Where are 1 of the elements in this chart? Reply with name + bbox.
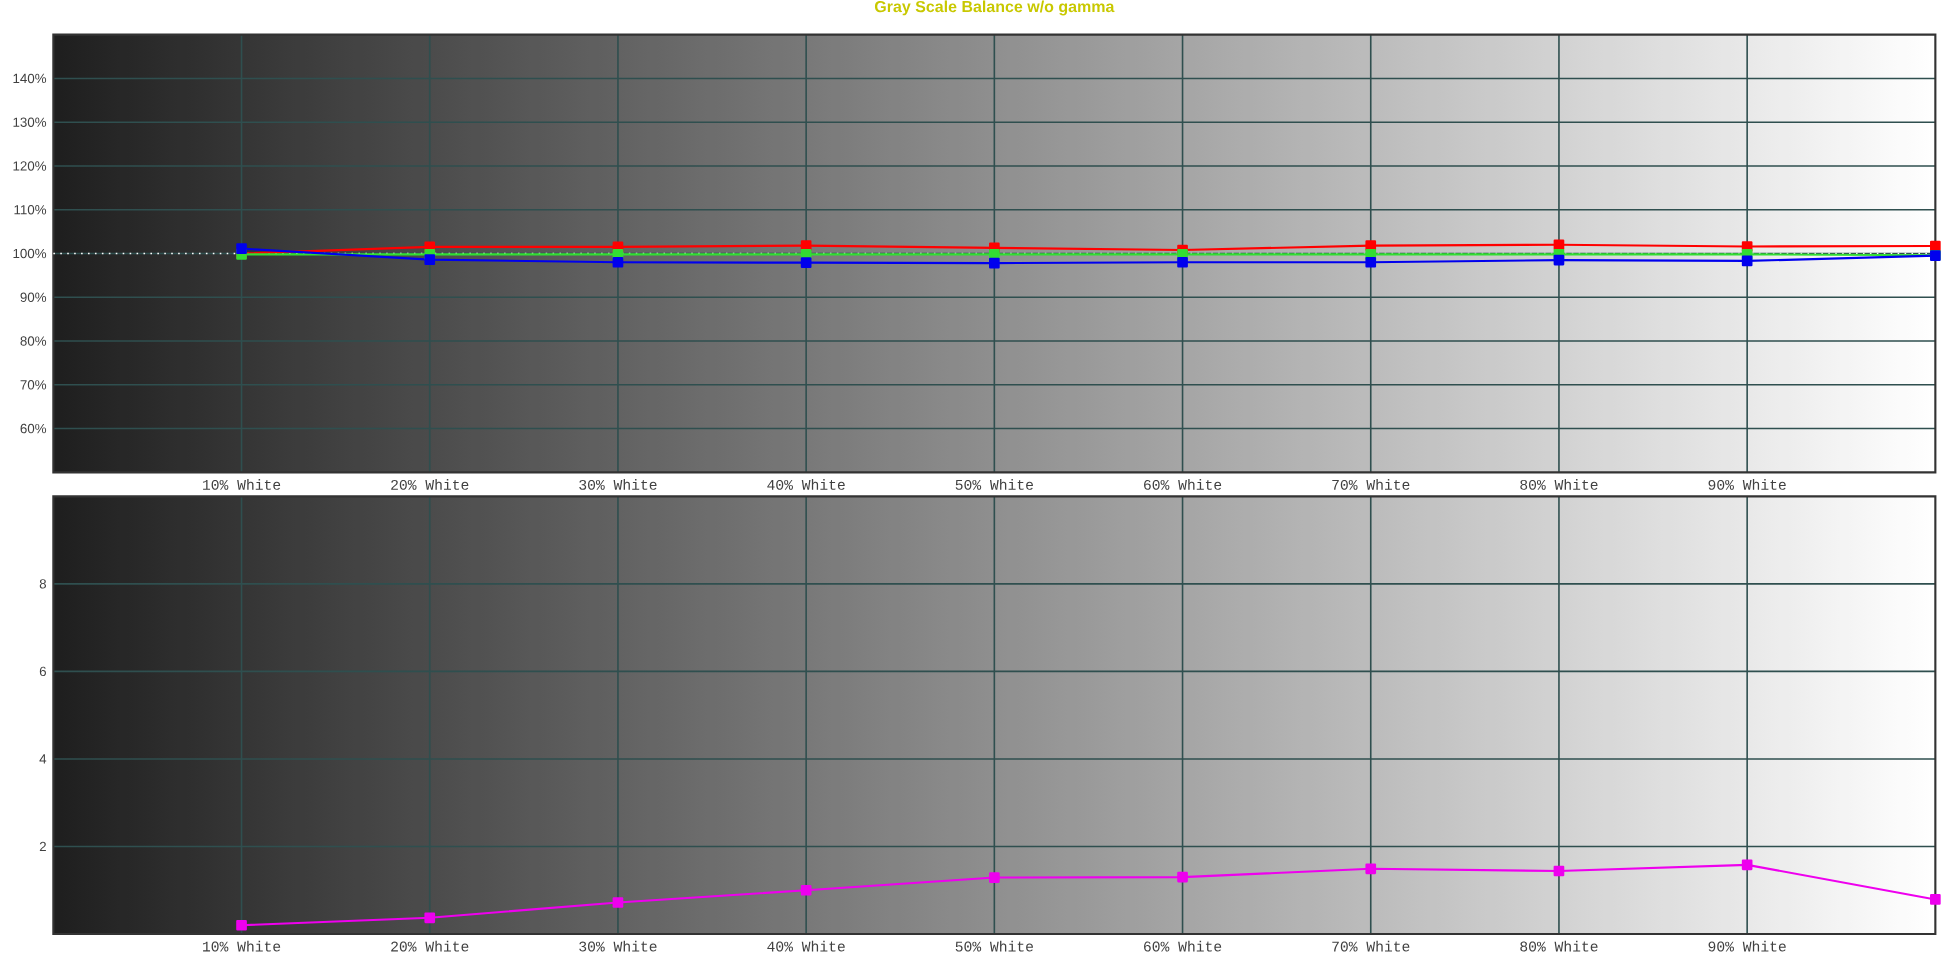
chart-title: Gray Scale Balance w/o gamma [874,0,1115,16]
